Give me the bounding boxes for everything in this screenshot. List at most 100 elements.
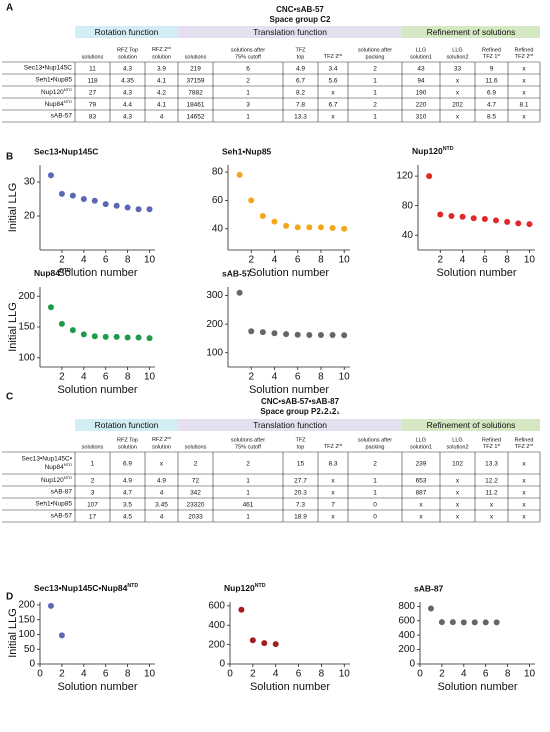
- point: [493, 217, 499, 224]
- table-cell: 13.3: [485, 461, 498, 468]
- table-cell: 4.5: [123, 514, 132, 521]
- table-cell: 7: [331, 502, 335, 509]
- point: [47, 304, 54, 311]
- group-band: [178, 26, 402, 38]
- column-header: TFZ 2nd: [515, 443, 534, 451]
- table-cell: 4.35: [121, 78, 134, 85]
- table-cell: 6.7: [328, 102, 337, 109]
- column-header-superscript: nd: [338, 53, 342, 57]
- column-header: TFZ 2nd: [324, 443, 343, 451]
- table-cell: 4.7: [487, 102, 496, 109]
- x-tick-label: 4: [81, 669, 87, 680]
- table-cell: 461: [243, 502, 254, 509]
- table-cell: 2: [373, 102, 377, 109]
- y-tick-label: 200: [398, 644, 415, 655]
- table-cell: x: [522, 90, 526, 97]
- table-cell: x: [522, 114, 526, 121]
- row-label-main: Nup84: [45, 464, 65, 471]
- column-header-superscript: st: [498, 443, 501, 447]
- table-cell: 4.9: [157, 478, 166, 485]
- y-tick-label: 200: [208, 639, 225, 650]
- x-tick-label: 4: [273, 669, 279, 680]
- group-header: Refinement of solutions: [427, 420, 516, 430]
- x-tick-label: 4: [460, 255, 466, 266]
- group-band: [402, 26, 540, 38]
- row-label: Sec13•Nup145C•: [22, 456, 73, 463]
- table-cell: 11.6: [485, 78, 498, 85]
- y-tick-label: 40: [212, 223, 224, 234]
- x-tick-label: 0: [417, 669, 423, 680]
- row-label: sAB-87: [51, 489, 73, 496]
- table-cell: 4.4: [123, 102, 132, 109]
- column-header: solutions after: [231, 437, 265, 443]
- table-cell: 5.6: [328, 78, 337, 85]
- table-cell: 2: [91, 478, 95, 485]
- y-tick-label: 100: [206, 347, 223, 358]
- column-header: Refined: [482, 47, 501, 53]
- table-cell: 3.9: [157, 66, 166, 73]
- table-cell: x: [331, 478, 335, 485]
- panel-letter: C: [6, 392, 13, 403]
- y-tick-label: 150: [18, 614, 35, 625]
- table-cell: 1: [246, 478, 250, 485]
- column-header-main: TFZ 2: [515, 54, 530, 60]
- row-label-superscript: NTD: [64, 99, 72, 104]
- x-tick-label: 8: [505, 669, 511, 680]
- column-header: solutions: [82, 444, 104, 450]
- x-tick-label: 8: [125, 669, 131, 680]
- y-tick-label: 200: [206, 319, 223, 330]
- y-tick-label: 80: [402, 200, 414, 211]
- x-tick-label: 8: [504, 255, 510, 266]
- table-cell: 4.9: [296, 66, 305, 73]
- table-cell: 4.7: [123, 490, 132, 497]
- table-title: CNC•sAB-57: [276, 5, 324, 14]
- table-title: CNC•sAB-57•sAB-87: [261, 397, 340, 406]
- row-label-superscript: NTD: [64, 475, 72, 480]
- table-cell: 6.9: [487, 90, 496, 97]
- x-tick-label: 8: [318, 372, 324, 383]
- group-header: Translation function: [253, 420, 327, 430]
- point: [459, 213, 466, 220]
- chart-title: sAB-57: [222, 268, 252, 278]
- column-header: LLG: [416, 47, 426, 53]
- table-cell: 4.2: [157, 90, 166, 97]
- column-header: LLG: [452, 437, 462, 443]
- table-cell: 94: [417, 78, 425, 85]
- row-label: Seh1•Nup85: [35, 77, 72, 84]
- x-axis-label: Solution number: [57, 681, 137, 693]
- table-cell: x: [456, 514, 460, 521]
- point: [271, 330, 278, 337]
- table-cell: 12.2: [485, 478, 498, 485]
- x-tick-label: 6: [295, 255, 301, 266]
- point: [58, 190, 65, 197]
- table-cell: 2: [373, 461, 377, 468]
- column-header: solution1: [410, 444, 432, 450]
- table-cell: 1: [373, 114, 377, 121]
- x-tick-label: 10: [524, 669, 536, 680]
- point: [47, 602, 54, 609]
- point: [91, 333, 98, 340]
- column-header: solution2: [446, 54, 468, 60]
- column-header: Refined: [515, 47, 534, 53]
- column-header-main: RFZ 2: [152, 47, 167, 53]
- table-cell: x: [522, 66, 526, 73]
- y-axis-label: Initial LLG: [7, 302, 19, 352]
- point: [460, 619, 467, 626]
- column-header: solution1: [410, 54, 432, 60]
- table-cell: 1: [373, 90, 377, 97]
- point: [261, 640, 268, 647]
- table-cell: 4.9: [123, 478, 132, 485]
- x-tick-label: 2: [59, 372, 65, 383]
- column-header: 75% cutoff: [235, 54, 261, 60]
- column-header: RFZ Top: [117, 47, 138, 53]
- y-axis-label: Initial LLG: [7, 608, 19, 658]
- point: [249, 637, 256, 644]
- y-tick-label: 80: [212, 167, 224, 178]
- x-tick-label: 10: [339, 372, 351, 383]
- table-cell: 1: [91, 461, 95, 468]
- group-band: [75, 26, 178, 38]
- table-cell: 33: [454, 66, 462, 73]
- point: [58, 632, 65, 639]
- table-cell: x: [456, 490, 460, 497]
- column-header: solution: [152, 54, 171, 60]
